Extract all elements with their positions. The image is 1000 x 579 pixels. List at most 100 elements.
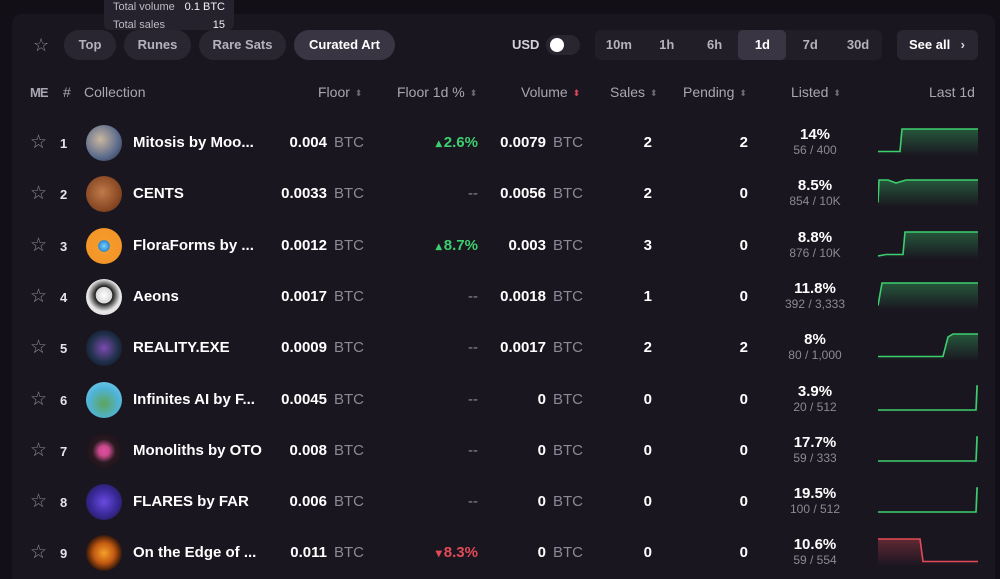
tab-runes[interactable]: Runes (124, 30, 191, 60)
header-pending[interactable]: Pending ⬍ (683, 83, 747, 101)
header-volume[interactable]: Volume ⬍ (521, 83, 580, 101)
floor-price: 0.0045 (281, 390, 327, 408)
timeframe-10m[interactable]: 10m (605, 37, 632, 52)
row-rank: 5 (60, 341, 68, 357)
timeframe-selector: 10m 1h 6h 1d 7d 30d (595, 30, 882, 60)
tab-top[interactable]: Top (64, 30, 116, 60)
table-row[interactable]: ☆ 9 On the Edge of ... 0.011 BTC ▾ 8.3% 0 BTC 0 0 1… (0, 528, 1000, 579)
collection-name[interactable]: Mitosis by Moo... (133, 134, 254, 151)
table-row[interactable]: ☆ 3 FloraForms by ... 0.0012 BTC ▴ 8.7% 0.003 BT… (0, 221, 1000, 272)
floor-unit: BTC (334, 544, 364, 562)
collection-avatar (86, 535, 122, 572)
toggle-knob (550, 38, 564, 52)
listed-cell: 8.5% 854 / 10K (770, 177, 860, 209)
floor-change-value: -- (468, 441, 478, 459)
table-row[interactable]: ☆ 1 Mitosis by Moo... 0.004 BTC ▴ 2.6% 0.0079 BT… (0, 118, 1000, 169)
timeframe-1h[interactable]: 1h (659, 37, 675, 52)
pending-count: 0 (739, 287, 748, 305)
header-floor[interactable]: Floor ⬍ (318, 83, 362, 101)
timeframe-1d[interactable]: 1d (738, 30, 787, 60)
timeframe-6h[interactable]: 6h (706, 37, 723, 52)
favorites-star-icon[interactable]: ☆ (33, 35, 50, 55)
sparkline-area (878, 231, 978, 259)
volume-value: 0.003 (508, 236, 546, 254)
collections-panel (12, 14, 995, 579)
collection-name[interactable]: Aeons (133, 287, 179, 305)
listed-count: 59 / 333 (793, 450, 837, 465)
tab-rare-sats[interactable]: Rare Sats (199, 30, 286, 60)
volume-value: 0 (537, 493, 546, 511)
floor-unit: BTC (334, 441, 364, 459)
header-floor-change-label: Floor 1d % (397, 84, 465, 100)
floor-price: 0.004 (289, 134, 327, 151)
listed-count: 854 / 10K (789, 194, 841, 209)
tab-curated-art[interactable]: Curated Art (294, 30, 395, 60)
collection-name[interactable]: FloraForms by ... (133, 236, 254, 254)
floor-change: -- (388, 185, 478, 202)
listed-count: 876 / 10K (789, 245, 841, 260)
favorite-star-icon[interactable]: ☆ (30, 439, 48, 461)
favorite-star-icon[interactable]: ☆ (30, 337, 48, 359)
favorite-star-icon[interactable]: ☆ (30, 491, 48, 513)
header-collection[interactable]: Collection (84, 84, 146, 100)
table-row[interactable]: ☆ 2 CENTS 0.0033 BTC -- 0.0056 BTC 2 0 8.5% 854 / 1… (0, 169, 1000, 220)
sales-count: 2 (643, 185, 652, 203)
see-all-label: See all (909, 37, 951, 52)
header-listed[interactable]: Listed ⬍ (791, 83, 841, 101)
floor-change-value: -- (468, 390, 478, 408)
favorite-star-icon[interactable]: ☆ (30, 132, 48, 153)
volume-unit: BTC (553, 544, 583, 562)
floor-price: 0.0017 (281, 287, 327, 305)
table-row[interactable]: ☆ 4 Aeons 0.0017 BTC -- 0.0018 BTC 1 0 11.8% 392 / … (0, 272, 1000, 323)
header-volume-label: Volume (521, 84, 568, 100)
floor-unit: BTC (334, 390, 364, 408)
header-floor-change[interactable]: Floor 1d % ⬍ (397, 83, 477, 101)
sparkline-chart (878, 282, 978, 310)
collection-name[interactable]: CENTS (133, 185, 184, 203)
table-row[interactable]: ☆ 8 FLARES by FAR 0.006 BTC -- 0 BTC 0 0 19.5% 100 … (0, 477, 1000, 528)
tooltip-value: 0.1 BTC (184, 1, 225, 13)
favorite-star-icon[interactable]: ☆ (30, 285, 48, 307)
sparkline-area (878, 539, 978, 567)
usd-toggle[interactable] (546, 35, 580, 55)
table-row[interactable]: ☆ 6 Infinites AI by F... 0.0045 BTC -- 0 BTC 0 0 3… (0, 375, 1000, 426)
collection-name[interactable]: REALITY.EXE (133, 339, 230, 357)
sort-icon: ⬍ (650, 88, 658, 98)
sort-desc-icon: ⬍ (572, 88, 581, 98)
collection-name[interactable]: Infinites AI by F... (133, 390, 255, 408)
sort-icon: ⬍ (469, 88, 478, 98)
timeframe-7d[interactable]: 7d (802, 37, 818, 52)
favorite-star-icon[interactable]: ☆ (30, 234, 48, 256)
table-row[interactable]: ☆ 7 Monoliths by OTO 0.008 BTC -- 0 BTC 0 0 17.7% 5… (0, 426, 1000, 477)
listed-percent: 17.7% (793, 433, 837, 451)
floor-price: 0.0033 (281, 185, 327, 203)
collection-name[interactable]: Monoliths by OTO (133, 441, 262, 459)
volume-value: 0 (537, 390, 546, 408)
currency-label: USD (512, 37, 540, 52)
favorite-star-icon[interactable]: ☆ (30, 388, 48, 410)
collection-name[interactable]: FLARES by FAR (133, 493, 249, 511)
sparkline-line (878, 282, 978, 306)
header-listed-label: Listed (791, 84, 829, 100)
sparkline-line (878, 487, 978, 513)
floor-change-value: 8.3% (443, 544, 478, 562)
floor-unit: BTC (334, 134, 364, 151)
see-all-button[interactable]: See all › (897, 30, 978, 60)
favorite-star-icon[interactable]: ☆ (30, 183, 48, 205)
header-sales[interactable]: Sales ⬍ (610, 83, 658, 101)
collection-name[interactable]: On the Edge of ... (133, 544, 257, 562)
sparkline-line (878, 179, 978, 203)
collection-avatar (86, 125, 122, 161)
listed-percent: 14% (799, 126, 831, 143)
favorite-star-icon[interactable]: ☆ (30, 542, 48, 564)
listed-count: 80 / 1,000 (788, 348, 842, 363)
arrow-up-icon: ▴ (435, 238, 442, 253)
sparkline-area (878, 180, 978, 208)
row-rank: 9 (60, 546, 68, 562)
sparkline-area (878, 436, 978, 464)
volume-unit: BTC (553, 339, 583, 357)
sort-icon: ⬍ (354, 88, 363, 98)
table-row[interactable]: ☆ 5 REALITY.EXE 0.0009 BTC -- 0.0017 BTC 2 2 8% 80 … (0, 323, 1000, 374)
floor-price: 0.011 (290, 544, 327, 562)
timeframe-30d[interactable]: 30d (846, 37, 870, 52)
